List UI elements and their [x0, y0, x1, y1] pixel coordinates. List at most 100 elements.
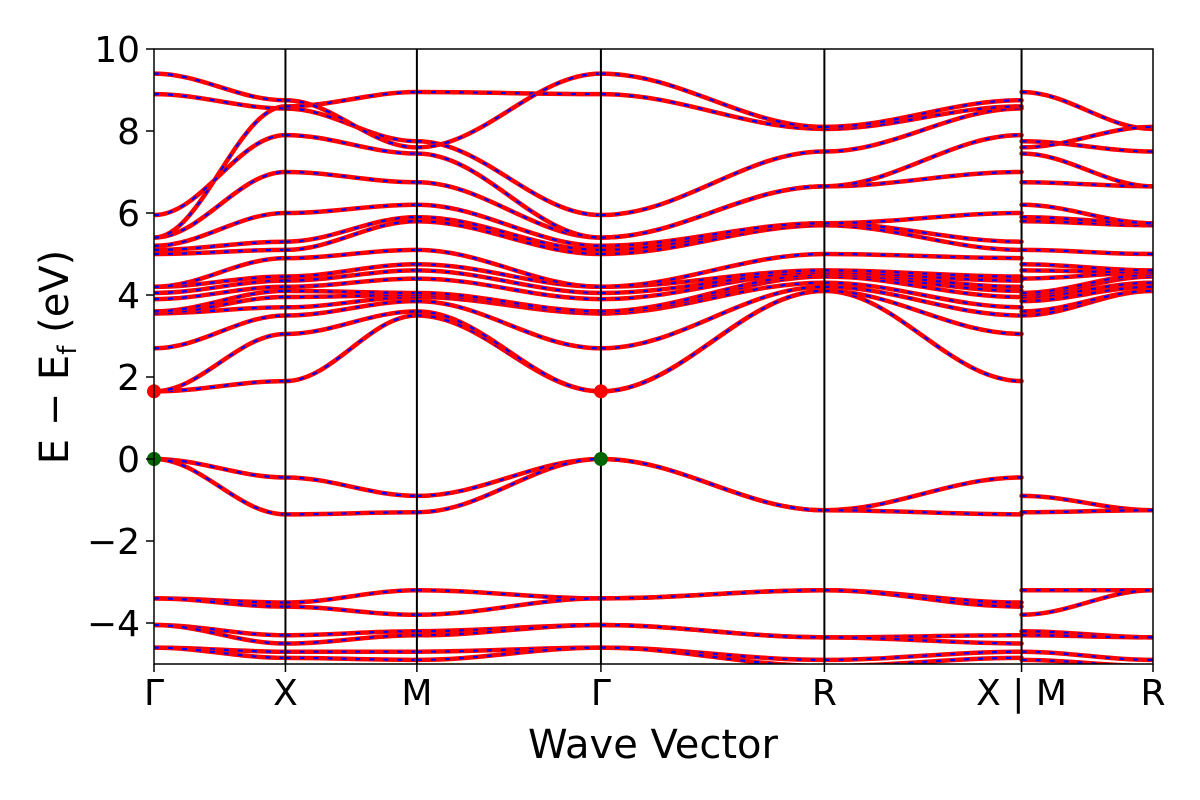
x-axis-label: Wave Vector [528, 722, 779, 768]
band-spin-down [824, 271, 1022, 282]
band-spin-up [414, 247, 604, 290]
band-spin-down [154, 314, 286, 350]
band-spin-down [154, 248, 286, 256]
band-spin-down [600, 93, 825, 131]
band-spin-up [1019, 493, 1153, 513]
band-line [822, 132, 1024, 189]
band-spin-up [414, 290, 604, 314]
band-line [283, 475, 420, 499]
band-line [154, 288, 288, 314]
band-spin-down [154, 257, 286, 288]
band-spin-up [414, 298, 604, 351]
y-tick-label: 8 [117, 112, 140, 153]
band-spin-up [283, 655, 420, 663]
band-spin-down [285, 289, 417, 295]
band-spin-up [414, 276, 604, 302]
band-spin-up [414, 596, 604, 618]
band-line [1019, 493, 1153, 513]
band-spin-down [824, 289, 1022, 336]
x-tick-label: M [401, 673, 432, 714]
band-spin-down [285, 314, 417, 383]
band-spin-up [414, 89, 604, 97]
band-line [598, 91, 827, 132]
x-tick-label: Γ [591, 673, 611, 714]
band-spin-down [824, 170, 1022, 188]
band-spin-down [600, 646, 793, 664]
band-spin-down [154, 623, 286, 645]
band-spin-down [285, 107, 417, 143]
band-line [414, 456, 604, 499]
bands-layer [154, 71, 1153, 664]
band-spin-down [600, 185, 825, 239]
band-line [154, 456, 288, 517]
band-line [283, 313, 420, 384]
band-line [1019, 633, 1153, 640]
band-spin-down [824, 275, 1022, 299]
band-line [598, 149, 827, 218]
band-line [1019, 587, 1153, 618]
band-spin-down [824, 509, 1022, 516]
band-spin-up [414, 218, 604, 257]
band-line [822, 280, 1024, 310]
band-line [283, 292, 420, 300]
band-line [283, 132, 420, 156]
band-line [414, 218, 604, 257]
band-spin-down [824, 105, 1022, 131]
band-spin-down [285, 589, 417, 604]
band-line [414, 139, 604, 218]
band-spin-up [414, 202, 604, 249]
band-line [1019, 649, 1153, 663]
band-line [598, 622, 827, 640]
band-spin-down [285, 605, 417, 616]
band-line [414, 202, 604, 249]
x-tick-label: X [273, 673, 298, 714]
band-line [283, 604, 420, 618]
band-line [822, 106, 1024, 154]
band-spin-down [600, 285, 825, 350]
band-spin-down [285, 263, 417, 278]
band-line [414, 89, 604, 97]
band-line [154, 284, 288, 302]
band-line [822, 288, 1024, 337]
band-spin-down [1021, 203, 1153, 225]
band-spin-down [154, 457, 286, 516]
band-spin-down [154, 72, 286, 102]
x-tick-label: Γ [144, 673, 164, 714]
band-spin-down [824, 634, 1022, 639]
band-spin-up [598, 149, 827, 218]
band-line [414, 151, 604, 240]
band-line [414, 596, 604, 618]
band-line [283, 633, 420, 646]
band-spin-down [154, 285, 286, 301]
band-line [154, 91, 288, 111]
band-line [283, 655, 420, 663]
band-line [1019, 262, 1153, 273]
band-spin-down [1021, 589, 1153, 616]
band-spin-down [600, 457, 825, 512]
band-spin-up [1019, 633, 1153, 640]
band-spin-down [824, 285, 1022, 317]
band-spin-down [824, 99, 1022, 128]
band-spin-down [285, 656, 417, 661]
band-spin-down [285, 634, 417, 645]
band-line [154, 278, 288, 296]
band-line [414, 268, 604, 296]
band-spin-down [1021, 289, 1153, 313]
band-spin-up [598, 587, 827, 601]
band-spin-down [285, 277, 417, 288]
band-line [414, 456, 604, 515]
band-spin-up [598, 622, 827, 640]
band-line [414, 645, 604, 663]
band-line [283, 214, 420, 244]
band-spin-down [154, 93, 286, 110]
band-spin-down [285, 248, 417, 260]
band-spin-up [414, 214, 604, 253]
band-line [822, 98, 1024, 130]
band-line [822, 284, 1024, 318]
band-line [1019, 89, 1153, 132]
band-line [283, 309, 420, 337]
band-line [1019, 272, 1153, 296]
y-tick-label: 4 [117, 276, 140, 317]
band-spin-up [1019, 508, 1153, 515]
band-spin-down [1021, 509, 1153, 514]
